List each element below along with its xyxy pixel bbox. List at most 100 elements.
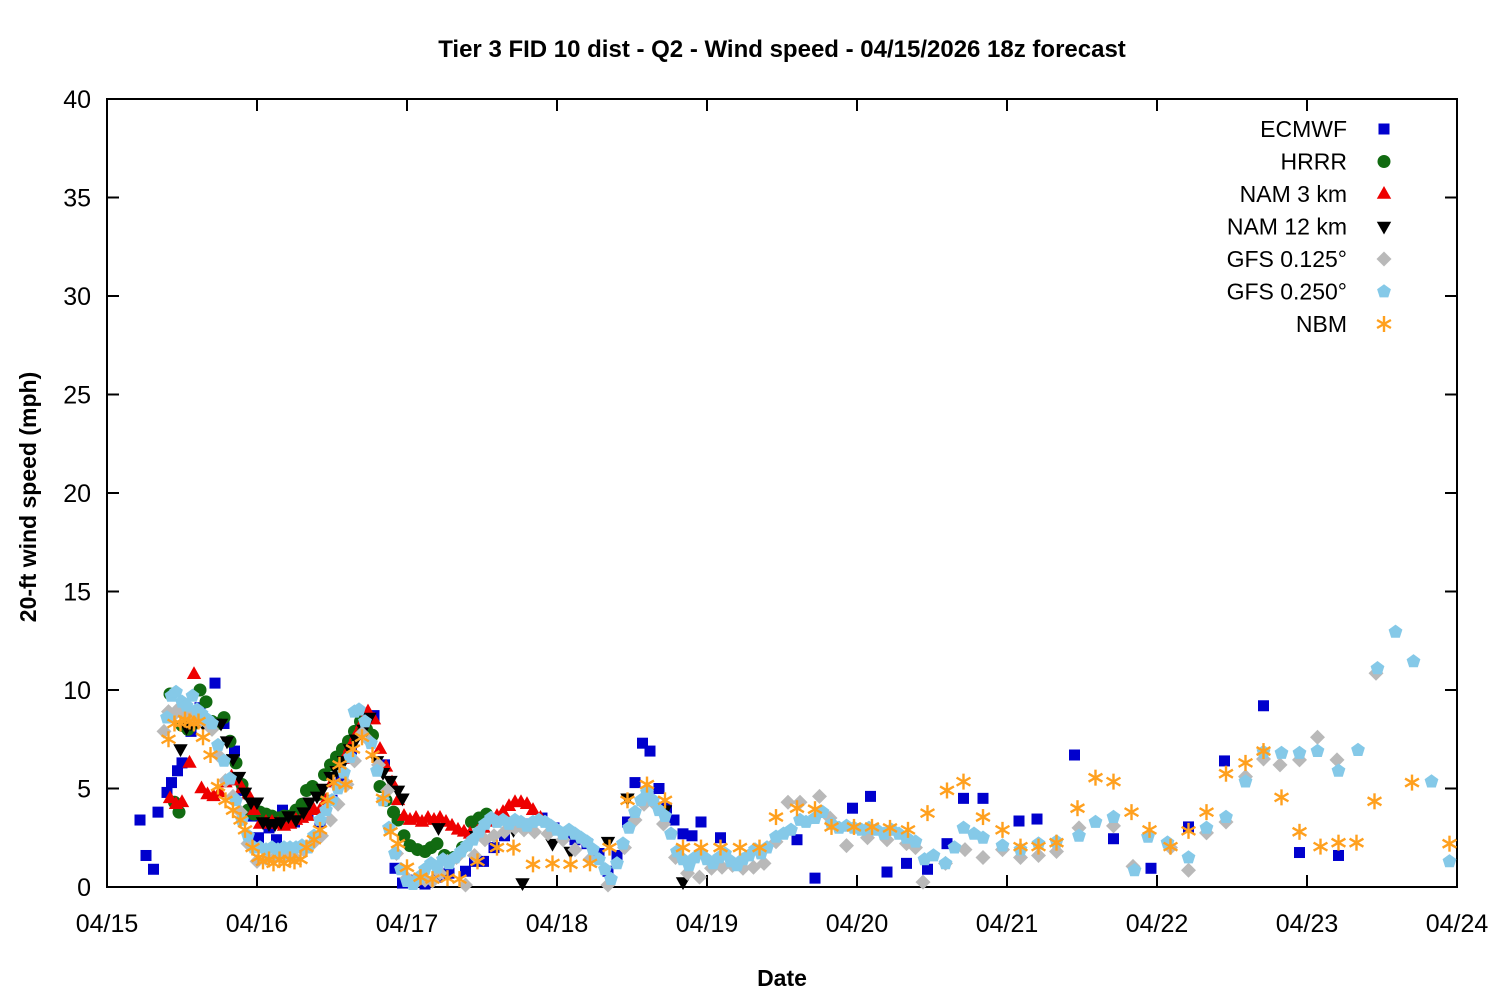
asterisk-marker xyxy=(1404,777,1420,788)
asterisk-marker xyxy=(319,795,336,806)
asterisk-marker xyxy=(955,776,972,787)
legend-label: ECMWF xyxy=(1260,116,1347,142)
diamond-marker xyxy=(756,855,772,871)
square-marker xyxy=(271,834,282,846)
asterisk-marker xyxy=(489,842,505,853)
asterisk-marker xyxy=(1218,768,1234,779)
diamond-marker xyxy=(812,788,827,804)
legend-label: NAM 3 km xyxy=(1240,181,1347,207)
y-tick-label: 10 xyxy=(63,677,91,705)
pentagon-marker xyxy=(370,763,384,777)
pentagon-marker xyxy=(926,848,941,862)
triangle-up-marker xyxy=(174,794,190,808)
y-tick-label: 5 xyxy=(77,775,91,803)
legend-item-nam-3-km: NAM 3 km xyxy=(1240,181,1392,207)
pentagon-marker xyxy=(1072,828,1086,842)
triangle-up-marker xyxy=(162,790,178,804)
pentagon-marker xyxy=(610,856,624,870)
triangle-up-marker xyxy=(414,813,430,827)
square-marker xyxy=(695,816,707,828)
square-marker xyxy=(1333,849,1344,861)
x-tick-label: 04/18 xyxy=(526,910,589,938)
diamond-marker xyxy=(323,812,338,828)
square-marker xyxy=(865,790,876,802)
x-tick-label: 04/17 xyxy=(376,910,439,938)
asterisk-marker xyxy=(657,795,673,806)
pentagon-marker xyxy=(1388,624,1403,638)
y-tick-label: 20 xyxy=(63,480,91,508)
square-marker xyxy=(1258,700,1269,712)
triangle-down-marker xyxy=(173,744,188,758)
square-marker xyxy=(715,832,726,844)
square-marker xyxy=(629,777,641,789)
asterisk-marker xyxy=(1376,318,1392,330)
square-marker xyxy=(1294,847,1305,859)
x-tick-label: 04/20 xyxy=(826,910,889,938)
pentagon-marker xyxy=(1310,743,1325,757)
square-marker xyxy=(229,745,240,757)
square-marker xyxy=(958,792,969,804)
pentagon-marker xyxy=(1219,809,1233,823)
pentagon-marker xyxy=(622,820,636,834)
asterisk-marker xyxy=(789,803,805,814)
y-tick-label: 15 xyxy=(63,578,91,606)
triangle-down-marker xyxy=(1376,221,1392,235)
asterisk-marker xyxy=(286,856,303,867)
pentagon-marker xyxy=(217,753,231,767)
y-tick-label: 0 xyxy=(77,874,91,902)
pentagon-marker xyxy=(1181,850,1196,864)
asterisk-marker xyxy=(237,824,253,835)
triangle-down-marker xyxy=(281,811,296,825)
square-marker xyxy=(977,792,989,804)
triangle-up-marker xyxy=(182,754,197,768)
legend-item-gfs-0-250: GFS 0.250° xyxy=(1227,279,1391,305)
square-marker xyxy=(148,863,159,875)
pentagon-marker xyxy=(995,838,1010,852)
triangle-down-marker xyxy=(390,785,406,799)
triangle-up-marker xyxy=(519,796,535,810)
square-marker xyxy=(791,834,803,846)
pentagon-marker xyxy=(616,836,630,850)
square-marker xyxy=(1013,815,1025,827)
square-marker xyxy=(922,863,933,875)
asterisk-marker xyxy=(900,824,916,835)
asterisk-marker xyxy=(312,824,328,835)
triangle-down-marker xyxy=(237,787,253,801)
x-tick-label: 04/22 xyxy=(1126,910,1189,938)
diamond-marker xyxy=(1031,847,1046,863)
asterisk-marker xyxy=(1012,841,1029,852)
asterisk-marker xyxy=(919,808,936,819)
square-marker xyxy=(140,849,152,861)
asterisk-marker xyxy=(210,781,226,792)
diamond-marker xyxy=(957,842,973,858)
diamond-marker xyxy=(1310,729,1325,745)
asterisk-marker xyxy=(712,842,729,853)
triangle-down-marker xyxy=(545,838,560,852)
triangle-down-marker xyxy=(288,815,304,829)
asterisk-marker xyxy=(1180,825,1197,836)
triangle-down-marker xyxy=(309,791,325,805)
asterisk-marker xyxy=(1069,803,1086,814)
triangle-down-marker xyxy=(431,823,446,836)
pentagon-marker xyxy=(1351,742,1365,756)
square-marker xyxy=(166,777,177,789)
asterisk-marker xyxy=(994,824,1011,835)
pentagon-marker xyxy=(908,834,923,848)
asterisk-marker xyxy=(306,834,322,845)
square-marker xyxy=(443,867,455,879)
pentagon-marker xyxy=(1331,763,1346,777)
asterisk-marker xyxy=(1366,796,1383,807)
square-marker xyxy=(152,806,164,818)
diamond-marker xyxy=(1181,862,1196,878)
pentagon-marker xyxy=(1199,820,1214,834)
asterisk-marker xyxy=(619,795,636,806)
triangle-up-marker xyxy=(206,788,221,802)
asterisk-marker xyxy=(768,812,784,823)
square-marker xyxy=(1378,123,1390,135)
triangle-down-marker xyxy=(395,793,410,807)
pentagon-marker xyxy=(628,804,642,818)
square-marker xyxy=(1108,833,1119,845)
circle-marker xyxy=(1377,155,1391,168)
diamond-marker xyxy=(839,838,854,854)
legend-item-hrrr: HRRR xyxy=(1281,149,1391,175)
